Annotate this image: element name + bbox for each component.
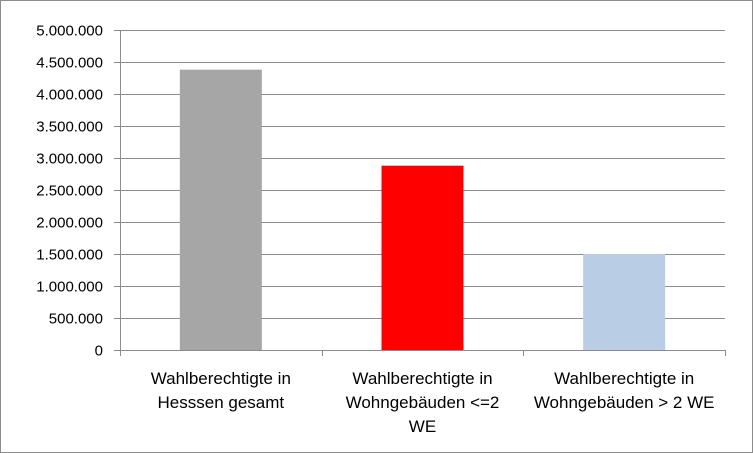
y-tick-label: 1.500.000 [36, 247, 103, 264]
y-tick-label: 2.500.000 [36, 183, 103, 200]
bar [583, 254, 666, 350]
y-tick-label: 4.000.000 [36, 87, 103, 104]
y-tick-label: 3.500.000 [36, 119, 103, 136]
bar [381, 165, 464, 350]
bars [179, 69, 666, 351]
y-tick-label: 2.000.000 [36, 215, 103, 232]
y-tick-label: 500.000 [49, 311, 103, 328]
y-tick-label: 4.500.000 [36, 55, 103, 72]
y-tick-label: 1.000.000 [36, 279, 103, 296]
x-tick-label: Wahlberechtigte in Wohngebäuden <=2 WE [346, 369, 500, 436]
y-axis-ticks: 0 500.000 1.000.000 1.500.000 2.000.000 2.500… [36, 23, 120, 360]
x-axis-labels: Wahlberechtigte in Hesssen gesamt Wahlbere… [151, 369, 715, 436]
x-tick-label: Wahlberechtigte in Hesssen gesamt [151, 369, 291, 412]
axes [120, 30, 726, 356]
x-tick-label: Wahlberechtigte in Wohngebäuden > 2 WE [534, 369, 715, 412]
bar [179, 69, 262, 351]
y-tick-label: 3.000.000 [36, 151, 103, 168]
y-tick-label: 0 [95, 343, 103, 360]
y-tick-label: 5.000.000 [36, 23, 103, 40]
